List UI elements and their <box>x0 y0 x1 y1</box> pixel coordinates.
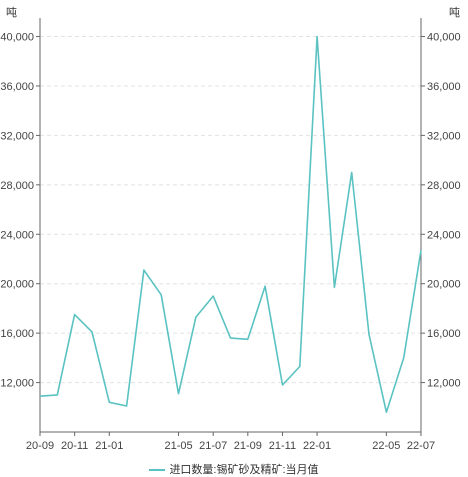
data-point-21-09 <box>247 338 249 340</box>
x-axis-tick-label-21-01: 21-01 <box>95 440 123 452</box>
series-line-0 <box>39 35 422 414</box>
data-point-21-07 <box>212 295 214 297</box>
data-point-22-07 <box>420 249 422 251</box>
right-axis-tick-label-12000: 12,000 <box>427 378 461 390</box>
left-axis-tick-label-40000: 40,000 <box>0 32 34 44</box>
left-axis-unit: 吨 <box>6 7 17 19</box>
data-point-21-10 <box>264 285 266 287</box>
left-axis-tick-label-36000: 36,000 <box>0 81 34 93</box>
left-axis-tick-label-12000: 12,000 <box>0 378 34 390</box>
x-axis-tick-label-21-05: 21-05 <box>164 440 192 452</box>
data-point-22-06 <box>402 357 404 359</box>
data-point-21-05 <box>177 392 179 394</box>
x-axis-tick-label-20-11: 20-11 <box>61 440 88 452</box>
data-point-21-12 <box>299 365 301 367</box>
x-axis-tick-label-22-01: 22-01 <box>303 440 331 452</box>
data-point-22-04 <box>368 333 370 335</box>
x-axis-tick-label-22-07: 22-07 <box>407 440 435 452</box>
data-point-21-11 <box>281 384 283 386</box>
data-point-20-12 <box>91 331 93 333</box>
x-axis-tick-label-20-09: 20-09 <box>26 440 54 452</box>
right-axis-tick-label-32000: 32,000 <box>427 130 461 142</box>
data-point-21-03 <box>143 269 145 271</box>
data-point-20-11 <box>73 313 75 315</box>
right-axis-unit: 吨 <box>449 7 460 19</box>
x-axis-tick-label-21-09: 21-09 <box>234 440 262 452</box>
data-point-21-08 <box>229 337 231 339</box>
data-point-22-05 <box>385 411 387 413</box>
left-axis-tick-label-28000: 28,000 <box>0 180 34 192</box>
chart-legend: 进口数量:锡矿砂及精矿:当月值 <box>0 461 468 477</box>
right-axis-tick-label-28000: 28,000 <box>427 180 461 192</box>
x-axis-tick-label-21-07: 21-07 <box>199 440 227 452</box>
right-axis-tick-label-40000: 40,000 <box>427 32 461 44</box>
right-axis-tick-label-36000: 36,000 <box>427 81 461 93</box>
x-axis-tick-label-22-05: 22-05 <box>372 440 400 452</box>
data-point-22-02 <box>333 286 335 288</box>
data-point-22-03 <box>351 171 353 173</box>
left-axis-tick-label-32000: 32,000 <box>0 130 34 142</box>
right-axis-tick-label-16000: 16,000 <box>427 328 461 340</box>
x-axis-tick-label-21-11: 21-11 <box>269 440 296 452</box>
right-axis-tick-label-24000: 24,000 <box>427 229 461 241</box>
legend-label: 进口数量:锡矿砂及精矿:当月值 <box>169 464 319 476</box>
right-axis-tick-label-20000: 20,000 <box>427 279 461 291</box>
data-point-21-02 <box>125 405 127 407</box>
data-point-21-01 <box>108 401 110 403</box>
data-point-21-04 <box>160 294 162 296</box>
data-point-20-09 <box>39 395 41 397</box>
legend-swatch <box>149 469 166 472</box>
data-point-21-06 <box>195 316 197 318</box>
left-axis-tick-label-16000: 16,000 <box>0 328 34 340</box>
left-axis-tick-label-20000: 20,000 <box>0 279 34 291</box>
data-point-20-10 <box>56 394 58 396</box>
data-point-22-01 <box>316 35 318 37</box>
left-axis-tick-label-24000: 24,000 <box>0 229 34 241</box>
